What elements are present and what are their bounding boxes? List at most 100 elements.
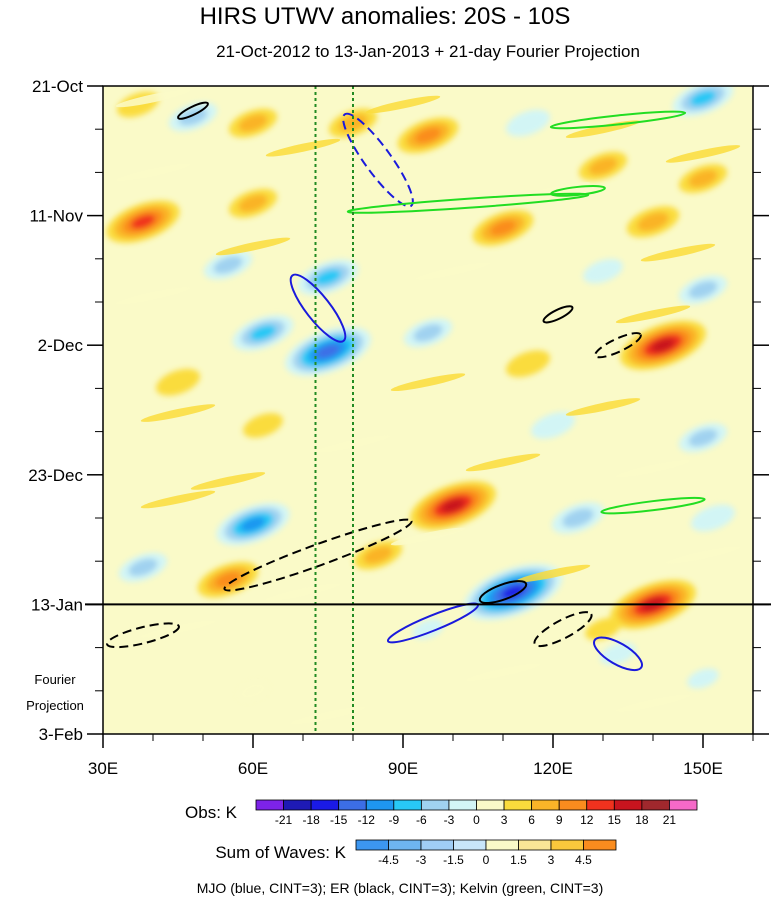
obs-colorbar-swatch-15 bbox=[669, 799, 698, 811]
obs-colorbar-swatch-11 bbox=[558, 799, 588, 811]
anomaly-streak-27 bbox=[290, 706, 366, 725]
anomaly-blob-14-level-1 bbox=[213, 256, 243, 274]
anomaly-blob-9-level-3 bbox=[130, 214, 156, 229]
anomaly-blob-5-level-0 bbox=[506, 109, 550, 137]
mjo-contour-1 bbox=[342, 112, 414, 208]
mjo-contour-14 bbox=[593, 636, 643, 672]
anomaly-blob-24-level-0 bbox=[531, 412, 575, 439]
waves-colorbar-label-5: 3 bbox=[548, 853, 555, 867]
anomaly-blob-30-level-2 bbox=[215, 572, 241, 588]
reference-longitudes bbox=[314, 86, 354, 734]
anomaly-blob-17-level-4 bbox=[316, 344, 340, 359]
obs-colorbar-label-12: 15 bbox=[608, 813, 622, 827]
obs-colorbar-label-11: 12 bbox=[580, 813, 594, 827]
obs-colorbar-label-0: -21 bbox=[275, 813, 293, 827]
anomaly-streak-0 bbox=[115, 89, 191, 108]
anomaly-blob-19-level-1 bbox=[413, 324, 443, 342]
anomaly-blob-36-level-0 bbox=[412, 619, 444, 640]
x-tick-label-4: 150E bbox=[683, 759, 723, 778]
obs-colorbar-label-9: 6 bbox=[528, 813, 535, 827]
anomaly-blob-21-level-4 bbox=[651, 338, 675, 352]
obs-colorbar: -21 -18 -15 -12 -9 -6 -3 0 3 6 9 12 15 18 21 bbox=[255, 799, 698, 827]
anomaly-blob-8-level-1 bbox=[688, 169, 718, 188]
waves-colorbar-label-0: -4.5 bbox=[378, 853, 399, 867]
anomaly-streak-19 bbox=[140, 490, 216, 509]
anomaly-streak-5 bbox=[115, 163, 191, 182]
plot-frame bbox=[102, 85, 754, 735]
anomaly-streak-17 bbox=[190, 472, 266, 490]
chart-title: HIRS UTWV anomalies: 20S - 10S bbox=[200, 3, 571, 30]
anomaly-blob-28-level-1 bbox=[562, 508, 594, 528]
er-contour-6 bbox=[542, 305, 574, 324]
anomaly-field bbox=[106, 86, 735, 701]
obs-colorbar-label-2: -15 bbox=[330, 813, 348, 827]
anomaly-blob-38-level-0 bbox=[238, 681, 268, 701]
obs-colorbar-swatch-1 bbox=[283, 799, 312, 811]
y-tick-label-3: 23-Dec bbox=[28, 466, 83, 485]
projection-label: Projection bbox=[26, 698, 84, 713]
x-tick-label-3: 120E bbox=[533, 759, 573, 778]
mjo-contour-5 bbox=[289, 273, 347, 343]
kelvin-contour-9 bbox=[600, 496, 706, 515]
waves-colorbar-label-2: -1.5 bbox=[443, 853, 464, 867]
waves-colorbar-swatch-7 bbox=[583, 839, 617, 851]
obs-colorbar-label-7: 0 bbox=[473, 813, 480, 827]
waves-colorbar-swatch-6 bbox=[550, 839, 584, 851]
anomaly-streak-1 bbox=[365, 95, 441, 114]
waves-colorbar-label-1: -3 bbox=[416, 853, 427, 867]
obs-colorbar-title: Obs: K bbox=[185, 803, 238, 822]
anomaly-streak-18 bbox=[615, 459, 691, 478]
anomaly-blob-29-level-1 bbox=[128, 558, 158, 577]
anomaly-blob-27-level-3 bbox=[240, 517, 266, 532]
anomaly-blob-12-level-1 bbox=[637, 212, 669, 232]
x-tick-label-2: 90E bbox=[388, 759, 418, 778]
anomaly-streak-7 bbox=[215, 237, 291, 256]
anomaly-blob-6-level-2 bbox=[690, 90, 716, 107]
anomaly-streak-26 bbox=[615, 694, 691, 712]
waves-colorbar-swatch-5 bbox=[518, 839, 552, 851]
obs-colorbar-swatch-4 bbox=[365, 799, 395, 811]
obs-colorbar-label-4: -9 bbox=[388, 813, 399, 827]
y-tick-label-0: 21-Oct bbox=[32, 77, 83, 96]
obs-colorbar-swatch-8 bbox=[476, 799, 505, 811]
anomaly-blob-4-level-2 bbox=[415, 127, 441, 144]
anomaly-streak-10 bbox=[115, 287, 191, 305]
anomaly-blob-37-level-0 bbox=[585, 617, 621, 641]
anomaly-streak-3 bbox=[265, 138, 341, 157]
anomaly-streak-9 bbox=[415, 262, 491, 280]
x-axis: 30E 60E 90E 120E 150E bbox=[88, 734, 754, 778]
obs-colorbar-label-6: -3 bbox=[444, 813, 455, 827]
er-contour-0 bbox=[177, 101, 209, 120]
kelvin-contour-2 bbox=[549, 110, 687, 130]
obs-colorbar-label-13: 18 bbox=[635, 813, 649, 827]
anomaly-streak-8 bbox=[640, 243, 716, 262]
waves-colorbar: -4.5 -3 -1.5 0 1.5 3 4.5 bbox=[355, 839, 617, 867]
waves-colorbar-label-3: 0 bbox=[483, 853, 490, 867]
obs-colorbar-swatch-2 bbox=[310, 799, 340, 811]
waves-colorbar-swatch-3 bbox=[453, 839, 487, 851]
anomaly-streak-4 bbox=[665, 145, 741, 163]
waves-colorbar-swatch-1 bbox=[388, 839, 422, 851]
obs-colorbar-swatch-0 bbox=[255, 799, 284, 811]
anomaly-blob-15-level-0 bbox=[583, 258, 623, 284]
plot-area bbox=[103, 86, 753, 734]
anomaly-streak-25 bbox=[465, 663, 541, 682]
wave-contours bbox=[106, 101, 706, 672]
y-axis: 21-Oct 11-Nov 2-Dec 23-Dec 13-Jan 3-Feb bbox=[28, 77, 769, 744]
kelvin-contour-3 bbox=[346, 192, 590, 214]
er-contour-8 bbox=[223, 518, 413, 592]
anomaly-blob-13-level-2 bbox=[315, 269, 341, 285]
obs-colorbar-swatch-9 bbox=[503, 799, 533, 811]
obs-colorbar-swatch-12 bbox=[586, 799, 615, 811]
anomaly-blob-25-level-0 bbox=[243, 413, 283, 438]
anomaly-streak-16 bbox=[465, 453, 541, 472]
obs-colorbar-label-8: 3 bbox=[501, 813, 508, 827]
anomaly-blob-7-level-1 bbox=[588, 157, 618, 175]
anomaly-blob-26-level-4 bbox=[441, 498, 465, 513]
anomaly-streak-21 bbox=[665, 546, 741, 564]
obs-colorbar-swatch-7 bbox=[448, 799, 477, 811]
obs-colorbar-label-14: 21 bbox=[663, 813, 677, 827]
waves-colorbar-label-6: 4.5 bbox=[575, 853, 592, 867]
anomaly-blob-32-level-5 bbox=[501, 585, 525, 599]
